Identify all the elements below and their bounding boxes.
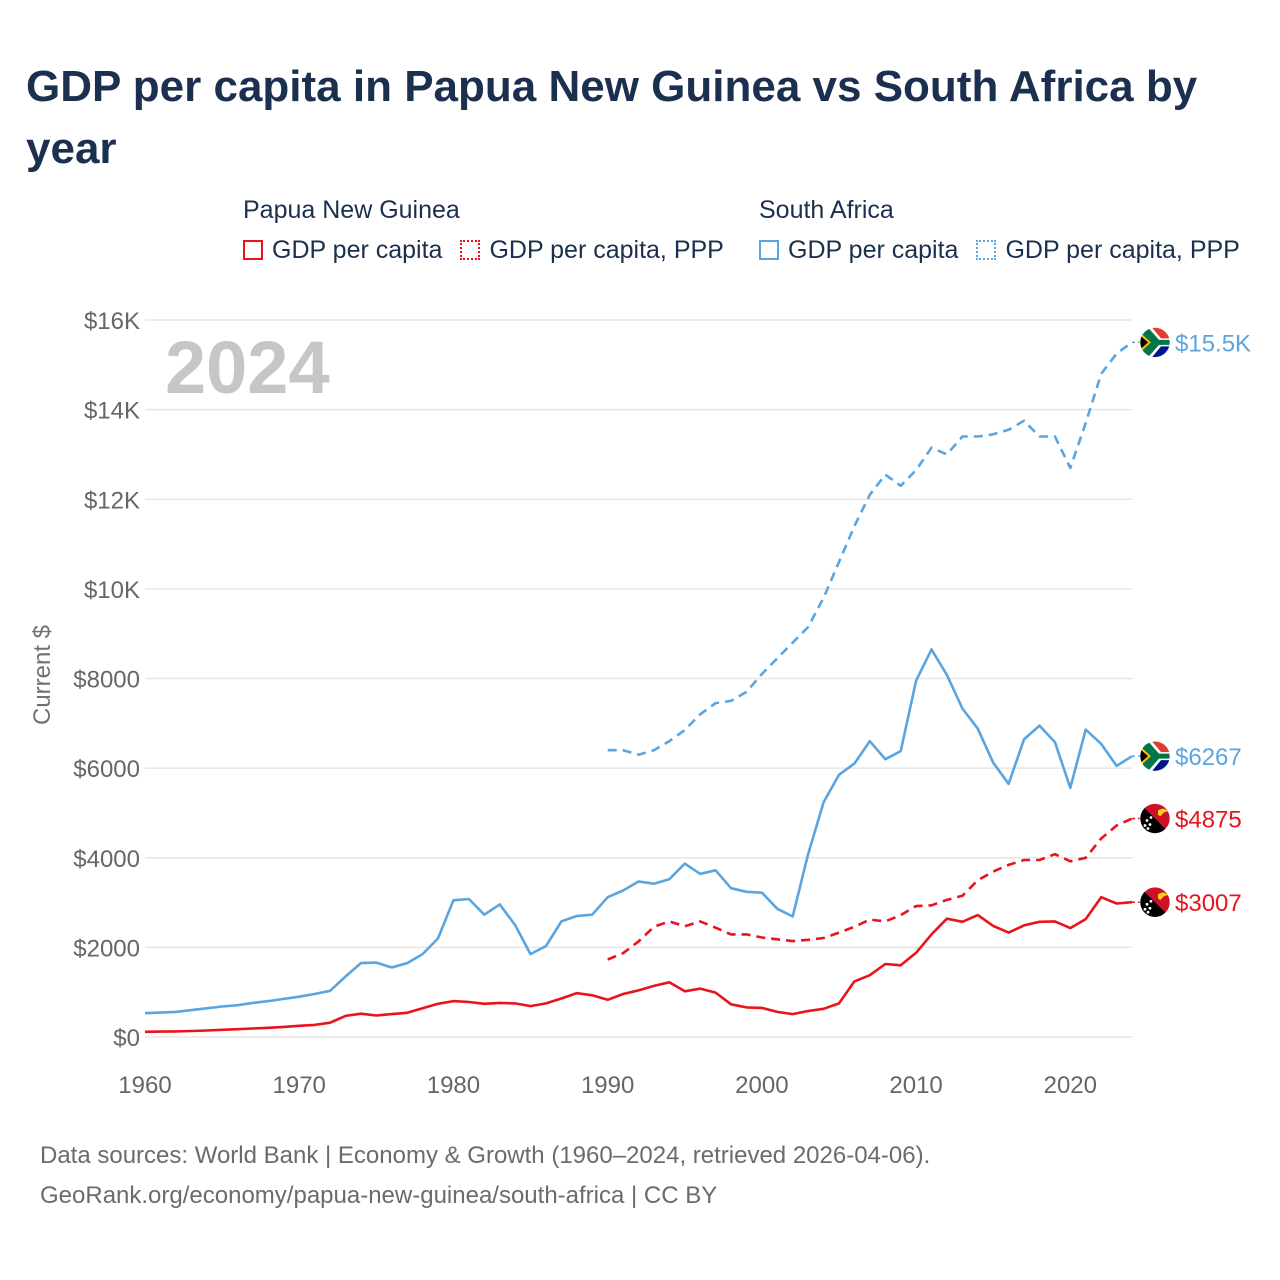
- legend-group-south-africa: South Africa GDP per capita GDP per capi…: [759, 196, 1240, 264]
- grid-layer: [145, 319, 1132, 1038]
- legend-group-papua-new-guinea: Papua New Guinea GDP per capita GDP per …: [243, 196, 724, 264]
- y-tick-label: $2000: [73, 935, 140, 962]
- y-tick-label: $12K: [84, 487, 140, 514]
- series-line-3: [144, 895, 1133, 1034]
- legend-group-name: South Africa: [759, 196, 894, 224]
- legend-swatch-dotted-red: [460, 240, 481, 260]
- series-line-2: [607, 817, 1133, 961]
- source-line-1: Data sources: World Bank | Economy & Gro…: [40, 1142, 931, 1169]
- y-tick-label: $10K: [84, 577, 140, 604]
- y-tick-label: $6000: [73, 756, 140, 783]
- axis-layer: $0 $2000 $4000 $6000 $8000 $10K $12K $14K $16K 19…: [73, 308, 1097, 1099]
- legend-item-png-gdp-ppp[interactable]: GDP per capita, PPP: [460, 235, 724, 264]
- legend-label: GDP per capita: [272, 235, 443, 264]
- series-line-0: [607, 341, 1133, 757]
- x-tick-label: 1970: [273, 1072, 326, 1099]
- x-tick-label: 1980: [427, 1072, 480, 1099]
- legend-swatch-dotted-blue: [976, 240, 997, 260]
- endpoint-value-label: $3007: [1175, 890, 1242, 917]
- x-tick-label: 2010: [889, 1072, 942, 1099]
- south-africa-flag-icon: [1139, 740, 1171, 772]
- papua-new-guinea-flag-icon: [1139, 803, 1171, 834]
- legend-label: GDP per capita, PPP: [489, 235, 724, 264]
- y-tick-label: $8000: [73, 667, 140, 694]
- y-axis-title: Current $: [29, 625, 56, 725]
- legend-item-za-gdp[interactable]: GDP per capita: [759, 236, 958, 264]
- legend-swatch-solid-blue: [759, 240, 779, 260]
- x-tick-label: 1990: [581, 1072, 634, 1099]
- endpoint-layer: $15.5K $6267 $4875 $3007: [1132, 327, 1251, 918]
- endpoint-value-label: $15.5K: [1175, 330, 1251, 357]
- series-line-1: [144, 648, 1133, 1015]
- series-layer: [144, 341, 1133, 1034]
- y-tick-label: $4000: [73, 846, 140, 873]
- line-chart: 2024 Current $ $0 $2000 $4000 $6000 $8000 $10…: [29, 308, 1251, 1099]
- south-africa-flag-icon: [1139, 327, 1171, 358]
- legend-item-png-gdp[interactable]: GDP per capita: [243, 236, 442, 264]
- y-tick-label: $14K: [84, 398, 140, 425]
- x-tick-label: 2000: [735, 1072, 788, 1099]
- y-tick-label: $0: [113, 1025, 140, 1052]
- endpoint-value-label: $4875: [1175, 807, 1242, 834]
- legend-label: GDP per capita: [788, 235, 959, 264]
- legend-item-za-gdp-ppp[interactable]: GDP per capita, PPP: [976, 235, 1240, 264]
- x-tick-label: 1960: [118, 1072, 171, 1099]
- papua-new-guinea-flag-icon: [1139, 886, 1171, 918]
- chart-title: GDP per capita in Papua New Guinea vs So…: [26, 62, 1198, 173]
- legend-group-name: Papua New Guinea: [243, 196, 460, 224]
- x-tick-label: 2020: [1044, 1072, 1097, 1099]
- endpoint-value-label: $6267: [1175, 744, 1242, 771]
- legend-label: GDP per capita, PPP: [1005, 235, 1240, 264]
- year-watermark: 2024: [165, 326, 330, 409]
- source-line-2[interactable]: GeoRank.org/economy/papua-new-guinea/sou…: [40, 1182, 718, 1209]
- y-tick-label: $16K: [84, 308, 140, 335]
- source-note: Data sources: World Bank | Economy & Gro…: [40, 1136, 930, 1216]
- legend-swatch-solid-red: [243, 240, 263, 260]
